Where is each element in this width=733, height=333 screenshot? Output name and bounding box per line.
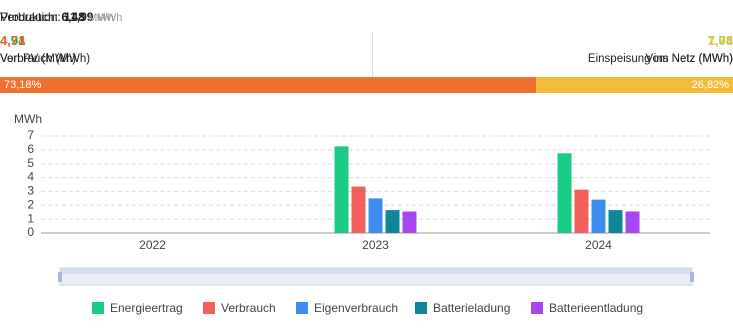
bar bbox=[402, 211, 417, 233]
bar bbox=[591, 199, 606, 233]
y-tick-label: 1 bbox=[27, 211, 34, 225]
legend-label[interactable]: Batterieladung bbox=[433, 301, 510, 315]
bar bbox=[351, 186, 366, 233]
x-tick-label: 2023 bbox=[362, 238, 389, 252]
y-axis-label: MWh bbox=[14, 112, 42, 126]
share-segment: 73,18% bbox=[0, 77, 537, 93]
zoom-handle-right[interactable] bbox=[690, 272, 694, 282]
y-tick-label: 3 bbox=[27, 184, 34, 198]
legend-label[interactable]: Eigenverbrauch bbox=[314, 301, 398, 315]
share-label: 73,18% bbox=[4, 79, 42, 91]
separator bbox=[372, 32, 373, 92]
legend-label[interactable]: Batterieentladung bbox=[549, 301, 643, 315]
share-label: 26,82% bbox=[691, 79, 729, 91]
legend-swatch[interactable] bbox=[203, 302, 215, 314]
panel-title: Verbrauch: 6,48 MWh bbox=[0, 10, 114, 24]
x-tick-label: 2024 bbox=[585, 238, 612, 252]
panel-title-label: Produktion: bbox=[0, 10, 61, 24]
bar bbox=[368, 198, 383, 233]
item-label: Verbrauch (MWh) bbox=[0, 53, 91, 65]
y-tick-label: 7 bbox=[27, 128, 34, 142]
panel-title: Produktion: 11,99 MWh bbox=[0, 10, 122, 24]
legend-swatch[interactable] bbox=[92, 302, 104, 314]
item-label: Einspeisung ins Netz (MWh) bbox=[587, 53, 733, 65]
share-segment: 26,82% bbox=[536, 77, 733, 93]
item-value: 4,74 bbox=[0, 33, 26, 48]
panel-total: 6,48 bbox=[61, 10, 85, 24]
panel-title-label: Verbrauch: bbox=[0, 10, 59, 24]
bar bbox=[334, 146, 349, 233]
y-tick-label: 4 bbox=[27, 170, 34, 184]
bar bbox=[625, 211, 640, 233]
y-tick-label: 0 bbox=[27, 225, 34, 239]
item-label: Von PV (MWh) bbox=[0, 53, 77, 65]
x-tick-label: 2022 bbox=[139, 238, 166, 252]
legend-label[interactable]: Verbrauch bbox=[221, 301, 276, 315]
panel-unit: MWh bbox=[96, 12, 123, 24]
legend-swatch[interactable] bbox=[531, 302, 543, 314]
zoom-slider-track bbox=[60, 268, 692, 274]
bar bbox=[557, 153, 572, 233]
item-value: 7,08 bbox=[707, 33, 733, 48]
share-bar: 73,18% 26,82% bbox=[0, 77, 733, 93]
panel-unit: MWh bbox=[88, 12, 114, 24]
item-label: Vom Netz (MWh) bbox=[645, 53, 733, 65]
item-value: 4,91 bbox=[0, 33, 26, 48]
zoom-handle-left[interactable] bbox=[58, 272, 62, 282]
y-tick-label: 5 bbox=[27, 156, 34, 170]
legend-swatch[interactable] bbox=[415, 302, 427, 314]
panel-total: 11,99 bbox=[64, 10, 94, 24]
bar bbox=[385, 210, 400, 233]
bar bbox=[608, 210, 623, 233]
legend-swatch[interactable] bbox=[296, 302, 308, 314]
bar bbox=[574, 189, 589, 233]
legend-label[interactable]: Energieertrag bbox=[110, 301, 183, 315]
item-value: 1,74 bbox=[707, 33, 733, 48]
summary-panel: Verbrauch: 6,48 MWh 4,74 Von PV (MWh) 1,74 V… bbox=[0, 10, 733, 200]
y-tick-label: 6 bbox=[27, 142, 34, 156]
y-tick-label: 2 bbox=[27, 197, 34, 211]
